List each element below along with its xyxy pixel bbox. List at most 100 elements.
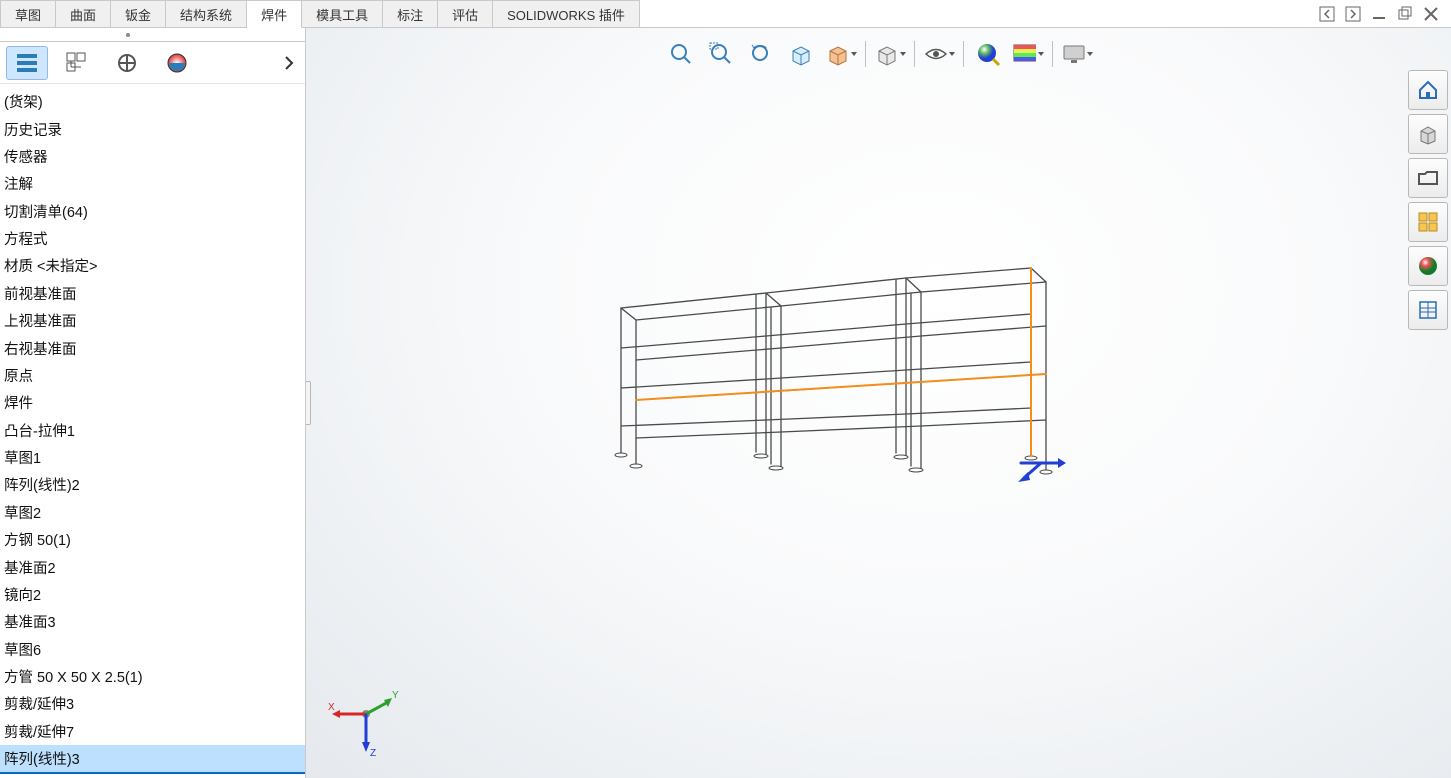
tree-item-sketch2[interactable]: 草图2 <box>0 499 305 526</box>
zoom-fit-button[interactable] <box>665 38 697 70</box>
taskpane-palette-button[interactable] <box>1408 202 1448 242</box>
tree-view-icon <box>15 51 39 75</box>
triad-z-label: Z <box>370 748 376 759</box>
tree-item-sketch1[interactable]: 草图1 <box>0 444 305 471</box>
ribbon-tab-weldment[interactable]: 焊件 <box>247 0 302 28</box>
zoom-window-icon <box>708 41 734 67</box>
tree-item-weldment[interactable]: 焊件 <box>0 389 305 416</box>
appearance-button[interactable] <box>156 46 198 80</box>
ribbon-tab-sheetmetal[interactable]: 钣金 <box>111 0 166 27</box>
toolbar-separator <box>914 41 915 67</box>
ribbon-tab-structsys[interactable]: 结构系统 <box>166 0 247 27</box>
panel-prev-icon[interactable] <box>1319 6 1335 22</box>
tree-item-origin[interactable]: 原点 <box>0 362 305 389</box>
panel-drag-handle[interactable] <box>306 381 311 425</box>
caret-icon <box>949 52 955 56</box>
tree-item-sketch6[interactable]: 草图6 <box>0 636 305 663</box>
ribbon-tab-moldtools[interactable]: 模具工具 <box>302 0 383 27</box>
tree-item-mirror2[interactable]: 镜向2 <box>0 581 305 608</box>
display-style-icon <box>825 41 849 67</box>
monitor-icon <box>1061 41 1085 67</box>
ribbon-spacer <box>640 0 1319 27</box>
tree-item-cutlist[interactable]: 切割清单(64) <box>0 198 305 225</box>
ribbon-tab-evaluate[interactable]: 评估 <box>438 0 493 27</box>
caret-icon <box>900 52 906 56</box>
ribbon-tabs: 草图 曲面 钣金 结构系统 焊件 模具工具 标注 评估 SOLIDWORKS 插… <box>0 0 1451 28</box>
caret-icon <box>851 52 857 56</box>
close-icon[interactable] <box>1423 6 1439 22</box>
caret-icon <box>1087 52 1093 56</box>
toolbar-separator <box>963 41 964 67</box>
display-style-button[interactable] <box>825 38 857 70</box>
tree-item-sensors[interactable]: 传感器 <box>0 143 305 170</box>
tree-item-front[interactable]: 前视基准面 <box>0 280 305 307</box>
triad-x-label: X <box>328 702 335 713</box>
prev-view-button[interactable] <box>745 38 777 70</box>
view-settings-button[interactable] <box>1061 38 1093 70</box>
display-state-button[interactable] <box>106 46 148 80</box>
appearance-sphere-icon <box>975 41 1001 67</box>
panel-next-icon[interactable] <box>1345 6 1361 22</box>
graphics-viewport[interactable]: X Y Z <box>306 28 1451 778</box>
ribbon-tab-sketch[interactable]: 草图 <box>0 0 56 27</box>
caret-icon <box>1038 52 1044 56</box>
toolbar-separator <box>865 41 866 67</box>
display-state-icon <box>115 51 139 75</box>
tree-item-plane3[interactable]: 基准面3 <box>0 608 305 635</box>
ribbon-tab-plugins[interactable]: SOLIDWORKS 插件 <box>493 0 640 27</box>
config-view-button[interactable] <box>56 46 98 80</box>
tree-view-button[interactable] <box>6 46 48 80</box>
triad-y-label: Y <box>392 690 399 701</box>
window-controls <box>1319 0 1451 27</box>
taskpane-home-button[interactable] <box>1408 70 1448 110</box>
feature-tree: (货架) 历史记录 传感器 注解 切割清单(64) 方程式 材质 <未指定> 前… <box>0 84 305 778</box>
tree-item-sqsteel50[interactable]: 方钢 50(1) <box>0 526 305 553</box>
config-view-icon <box>65 51 89 75</box>
tree-item-trim3[interactable]: 剪裁/延伸3 <box>0 690 305 717</box>
section-view-icon <box>788 41 814 67</box>
tree-item-root[interactable]: (货架) <box>0 88 305 115</box>
tree-item-right[interactable]: 右视基准面 <box>0 334 305 361</box>
ribbon-tab-annotate[interactable]: 标注 <box>383 0 438 27</box>
taskpane-props-button[interactable] <box>1408 290 1448 330</box>
minimize-icon[interactable] <box>1371 6 1387 22</box>
restore-icon[interactable] <box>1397 6 1413 22</box>
section-view-button[interactable] <box>785 38 817 70</box>
tree-item-trim7[interactable]: 剪裁/延伸7 <box>0 718 305 745</box>
chevron-right-icon <box>283 55 295 71</box>
tree-item-material[interactable]: 材质 <未指定> <box>0 252 305 279</box>
heads-up-toolbar <box>661 36 1097 72</box>
home-icon <box>1416 78 1440 102</box>
apply-scene-button[interactable] <box>1012 38 1044 70</box>
taskpane-library-button[interactable] <box>1408 114 1448 154</box>
prev-view-icon <box>748 41 774 67</box>
tree-item-lpattern2[interactable]: 阵列(线性)2 <box>0 471 305 498</box>
hide-show-button[interactable] <box>923 38 955 70</box>
panel-expand-button[interactable] <box>279 46 299 80</box>
tree-item-sqtube50[interactable]: 方管 50 X 50 X 2.5(1) <box>0 663 305 690</box>
edit-appearance-button[interactable] <box>972 38 1004 70</box>
view-orient-button[interactable] <box>874 38 906 70</box>
properties-icon <box>1416 298 1440 322</box>
feature-manager-toolbar <box>0 42 305 84</box>
move-manipulator[interactable] <box>1006 428 1076 488</box>
taskpane-appearances-button[interactable] <box>1408 246 1448 286</box>
appearances-sphere-icon <box>1416 254 1440 278</box>
tree-item-top[interactable]: 上视基准面 <box>0 307 305 334</box>
view-orient-icon <box>874 41 898 67</box>
orientation-triad[interactable]: X Y Z <box>326 680 406 760</box>
panel-grip[interactable] <box>0 28 305 42</box>
ribbon-tab-surface[interactable]: 曲面 <box>56 0 111 27</box>
taskpane-open-button[interactable] <box>1408 158 1448 198</box>
tree-item-history[interactable]: 历史记录 <box>0 115 305 142</box>
tree-item-lpattern3[interactable]: 阵列(线性)3 <box>0 745 305 774</box>
zoom-fit-icon <box>668 41 694 67</box>
tree-item-equations[interactable]: 方程式 <box>0 225 305 252</box>
folder-open-icon <box>1416 166 1440 190</box>
tree-item-extrude1[interactable]: 凸台-拉伸1 <box>0 417 305 444</box>
zoom-window-button[interactable] <box>705 38 737 70</box>
model-rack <box>606 248 1066 508</box>
toolbar-separator <box>1052 41 1053 67</box>
tree-item-annotations[interactable]: 注解 <box>0 170 305 197</box>
tree-item-plane2[interactable]: 基准面2 <box>0 553 305 580</box>
